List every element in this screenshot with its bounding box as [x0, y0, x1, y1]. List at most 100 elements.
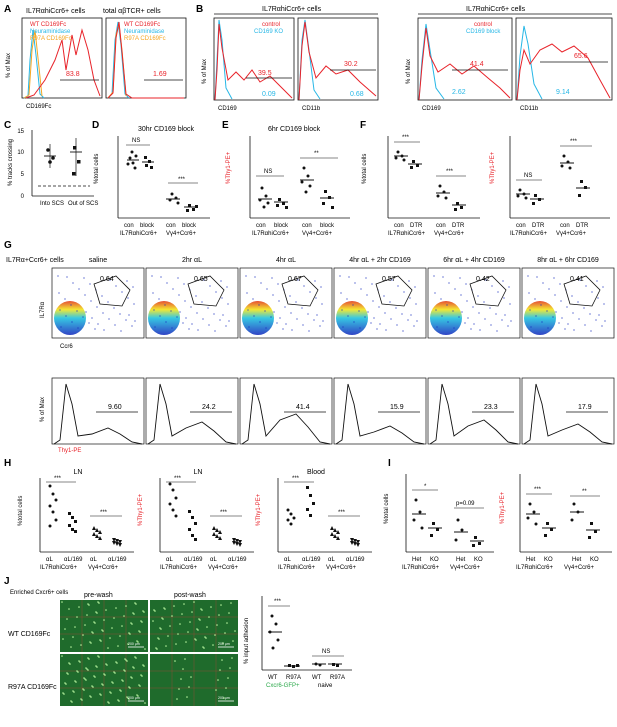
panel-g-dotplot-event	[510, 320, 512, 322]
panel-b-legend-control: control	[262, 22, 280, 28]
panel-h-sig: ***	[174, 476, 182, 482]
panel-d-x-tick-2: block	[140, 223, 155, 229]
panel-j-cell	[71, 701, 73, 703]
panel-g-dotplot-event	[585, 285, 587, 287]
panel-g-dotplot-event	[540, 304, 542, 306]
panel-j-cell	[98, 602, 100, 604]
panel-j-cell	[154, 610, 156, 612]
panel-j-cell	[123, 669, 125, 671]
panel-h-x-tick: αL/169	[228, 557, 247, 563]
panel-b-plot-4-blue-value: 9.14	[556, 89, 570, 96]
panel-g-dotplot-event	[489, 307, 491, 309]
panel-g-gate	[187, 275, 225, 307]
panel-j-cell	[100, 694, 102, 696]
panel-h-point	[312, 502, 315, 505]
panel-h-plot-title: LN	[194, 469, 203, 476]
panel-j-cell	[119, 635, 121, 637]
panel-j-cell	[61, 601, 63, 603]
panel-g-hist-value: 23.3	[484, 404, 498, 411]
panel-g-dotplot-event	[271, 277, 273, 279]
panel-h-point	[292, 516, 296, 520]
panel-h-x-tick: αL	[46, 557, 53, 563]
panel-g-dotplot-event	[64, 298, 66, 300]
panel-j-cell	[175, 643, 177, 645]
panel-g-dotplot-event	[346, 298, 348, 300]
panel-h-point	[336, 530, 340, 534]
panel-j-cell	[234, 630, 236, 632]
panel-j-cell	[223, 697, 225, 699]
panel-g-dotplot-event	[470, 328, 472, 330]
panel-j-cell	[61, 655, 63, 657]
panel-j-x-tick-3: WT	[312, 675, 322, 681]
panel-j-cell	[173, 605, 175, 607]
panel-g-dotplot-event	[119, 313, 121, 315]
panel-b-plot-1: 39.5 0.09 control CD169 KO CD169	[213, 17, 295, 112]
panel-j-cell	[102, 684, 104, 686]
panel-i-right-x-tick-4: KO	[590, 557, 599, 563]
panel-g-hist-y-label: % of Max	[40, 397, 46, 422]
panel-f-right-x-tick-1: con	[516, 223, 526, 229]
panel-g-dotplot-event	[502, 280, 504, 282]
panel-j-cell	[92, 632, 94, 634]
panel-g-dotplot-event	[319, 325, 321, 327]
panel-h-x-tick: αL/169	[108, 557, 127, 563]
panel-g-dotplot-density	[524, 301, 556, 335]
panel-h-point	[74, 520, 77, 523]
panel-i-left-x-tick-3: Het	[456, 557, 466, 563]
panel-j-cell	[101, 683, 103, 685]
panel-g-dotplot-event	[127, 297, 129, 299]
panel-d-x-tick-3: con	[166, 223, 176, 229]
panel-g-dotplot-event	[322, 320, 324, 322]
panel-g-dotplot-event	[214, 330, 216, 332]
panel-g-dotplot-event	[85, 311, 87, 313]
panel-g-dotplot-event	[589, 313, 591, 315]
panel-j-cell	[82, 688, 84, 690]
panel-i-left-x-tick-4: KO	[474, 557, 483, 563]
panel-j-cell	[122, 680, 124, 682]
panel-j-cell	[140, 620, 142, 622]
panel-g-dotplot-event	[102, 312, 104, 314]
panel-f-left-sig-2: ***	[446, 169, 454, 175]
panel-g-gate-value: 0.64	[100, 276, 114, 283]
panel-j-x-tick-4: R97A	[330, 675, 345, 681]
panel-g-dotplot-event	[478, 312, 480, 314]
panel-g-dotplot-event	[504, 314, 506, 316]
panel-h-point	[68, 524, 71, 527]
panel-a-legend-wt: WT CD169Fc	[30, 22, 66, 28]
panel-j-cell	[135, 657, 137, 659]
panel-j-cell	[188, 686, 190, 688]
panel-j-cell	[204, 636, 206, 638]
panel-j-cell	[132, 666, 134, 668]
panel-j-cell	[121, 679, 123, 681]
panel-g-dotplot-event	[252, 298, 254, 300]
panel-g-dotplot-event	[339, 275, 341, 277]
panel-g-dotplot-event	[133, 303, 135, 305]
panel-b-plot-1-blue-value: 0.09	[262, 91, 276, 98]
panel-h-point	[191, 534, 194, 537]
panel-g-dotplot-event	[195, 295, 197, 297]
panel-g-dotplot-density	[430, 301, 462, 335]
panel-h-point	[286, 518, 290, 522]
panel-j-cell	[219, 669, 221, 671]
panel-g-dotplot-event	[546, 310, 548, 312]
panel-h-point	[286, 508, 290, 512]
panel-j-cell	[99, 693, 101, 695]
panel-h-point	[112, 541, 116, 545]
panel-j-cell	[129, 687, 131, 689]
panel-j-cell	[104, 674, 106, 676]
panel-b-plot-1-red-value: 39.5	[258, 70, 272, 77]
panel-j-cell	[100, 640, 102, 642]
panel-e-sig-1: NS	[264, 169, 272, 175]
panel-g-dotplot-event	[120, 330, 122, 332]
panel-a-right-gate-value: 1.69	[153, 71, 167, 78]
panel-g-dotplot-event	[76, 310, 78, 312]
panel-g-dotplot-event	[225, 325, 227, 327]
panel-h-sig: ***	[292, 476, 300, 482]
panel-j-cell	[103, 673, 105, 675]
panel-g-dotplot-event	[254, 276, 256, 278]
panel-j-cell	[77, 671, 79, 673]
panel-g-dotplot-event	[483, 301, 485, 303]
panel-g-dotplot-event	[460, 294, 462, 296]
panel-g-dotplot-event	[554, 294, 556, 296]
panel-e-sig-2: **	[314, 151, 319, 157]
